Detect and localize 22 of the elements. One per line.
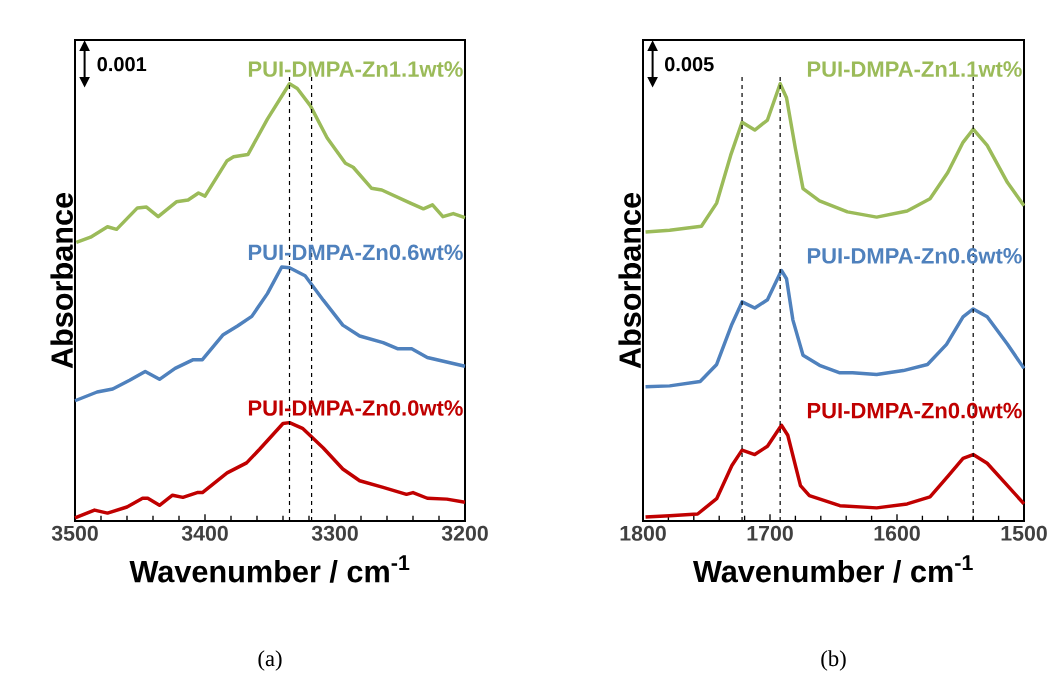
text: 0.001	[97, 57, 147, 72]
x-tick-label: 1700	[747, 525, 793, 541]
x-tick-label: 3400	[181, 525, 228, 541]
x-tick-label: 3300	[311, 525, 358, 541]
series-label: PUI-DMPA-Zn1.1wt%	[807, 61, 1022, 77]
x-axis-title: Wavenumber / cm$^{-1}$	[129, 555, 410, 583]
x-tick-label: 1600	[874, 525, 920, 541]
x-tick-label: 3200	[441, 525, 488, 541]
x-tick-label: 1500	[1001, 525, 1047, 541]
text: (a)	[258, 650, 282, 671]
series-label: PUI-DMPA-Zn0.6wt%	[248, 244, 463, 261]
y-axis-title: Absorbance	[50, 192, 73, 369]
series-label: PUI-DMPA-Zn0.6wt%	[807, 248, 1022, 264]
x-tick-label: 1800	[620, 525, 666, 541]
text: (b)	[821, 650, 846, 671]
series-label: PUI-DMPA-Zn0.0wt%	[807, 402, 1022, 419]
y-axis-title: Absorbance	[618, 192, 641, 369]
series-label: PUI-DMPA-Zn1.1wt%	[248, 61, 463, 77]
x-axis-title: Wavenumber / cm$^{-1}$	[692, 555, 973, 583]
text: 0.005	[665, 57, 714, 72]
series-label: PUI-DMPA-Zn0.0wt%	[248, 400, 463, 416]
x-tick-label: 3500	[51, 525, 98, 541]
